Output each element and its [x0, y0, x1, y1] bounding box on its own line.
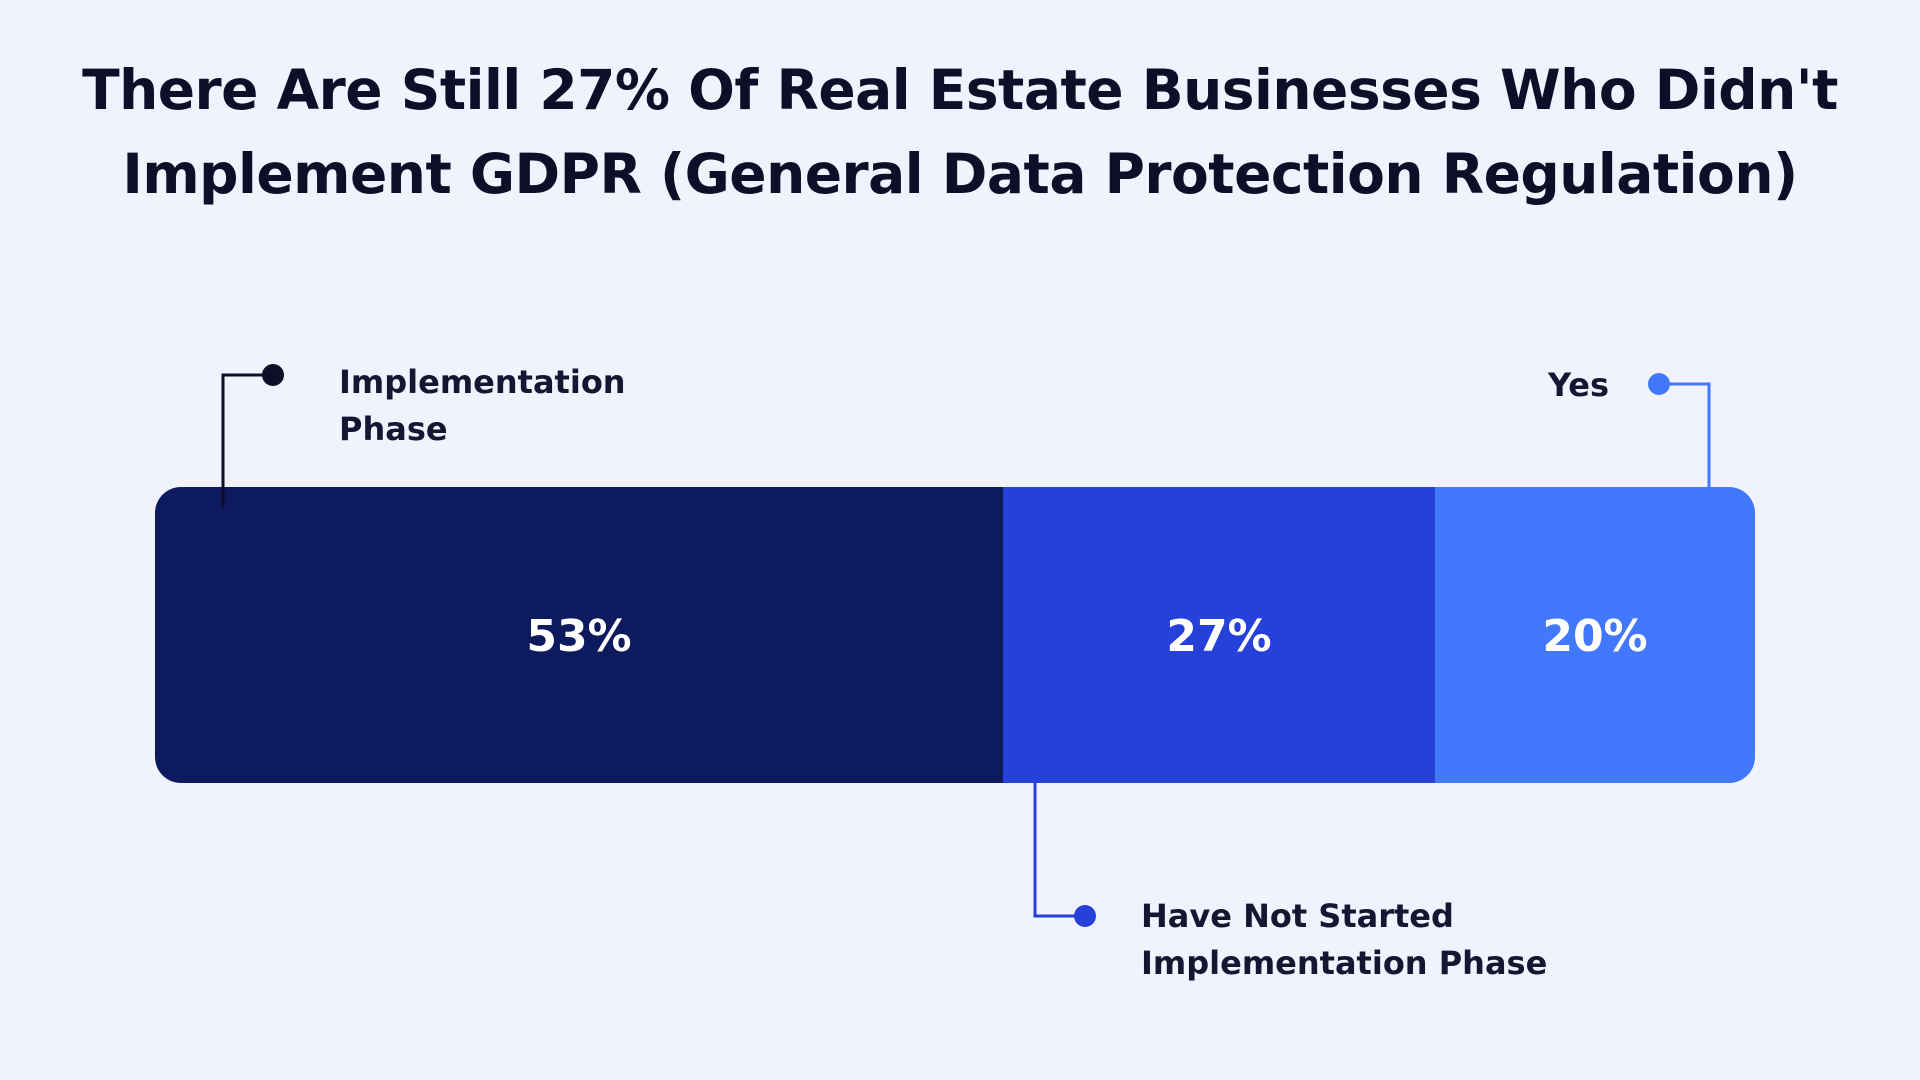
callout-dot: [1074, 905, 1096, 927]
callout-label-line: Implementation Phase: [1141, 944, 1547, 982]
callout-label-line: Have Not Started: [1141, 897, 1454, 935]
callouts: Implementation Phase Have Not Started Imple…: [221, 363, 1711, 982]
chart-title-line-2: Implement GDPR (General Data Protection …: [122, 142, 1798, 206]
chart-title: There Are Still 27% Of Real Estate Busin…: [0, 48, 1920, 216]
callout-have-not-started-implementation-phase: Have Not Started Implementation Phase: [1033, 783, 1547, 982]
segment-labels: 53% 27% 20%: [526, 611, 1647, 662]
callout-leader-line: [1033, 783, 1083, 918]
bar-segment-implementation-phase: [155, 487, 1004, 783]
callout-leader-line: [1661, 382, 1711, 487]
data-label-have-not-started-implementation-phase: 27%: [1166, 611, 1271, 662]
data-label-implementation-phase: 53%: [526, 611, 631, 662]
callout-yes: Yes: [1547, 366, 1711, 487]
callout-label-line: Implementation: [339, 363, 626, 401]
callout-dot: [1648, 373, 1670, 395]
callout-label-line: Yes: [1547, 366, 1609, 404]
data-label-yes: 20%: [1542, 611, 1647, 662]
bar-segment-yes: [1435, 487, 1755, 783]
callout-implementation-phase: Implementation Phase: [221, 363, 626, 507]
callout-label-line: Phase: [339, 410, 448, 448]
bar-track: [155, 487, 1755, 783]
callout-dot: [262, 364, 284, 386]
callout-leader-line: [221, 373, 271, 507]
bar-segment-have-not-started-implementation-phase: [1003, 487, 1436, 783]
chart-title-line-1: There Are Still 27% Of Real Estate Busin…: [82, 58, 1838, 122]
